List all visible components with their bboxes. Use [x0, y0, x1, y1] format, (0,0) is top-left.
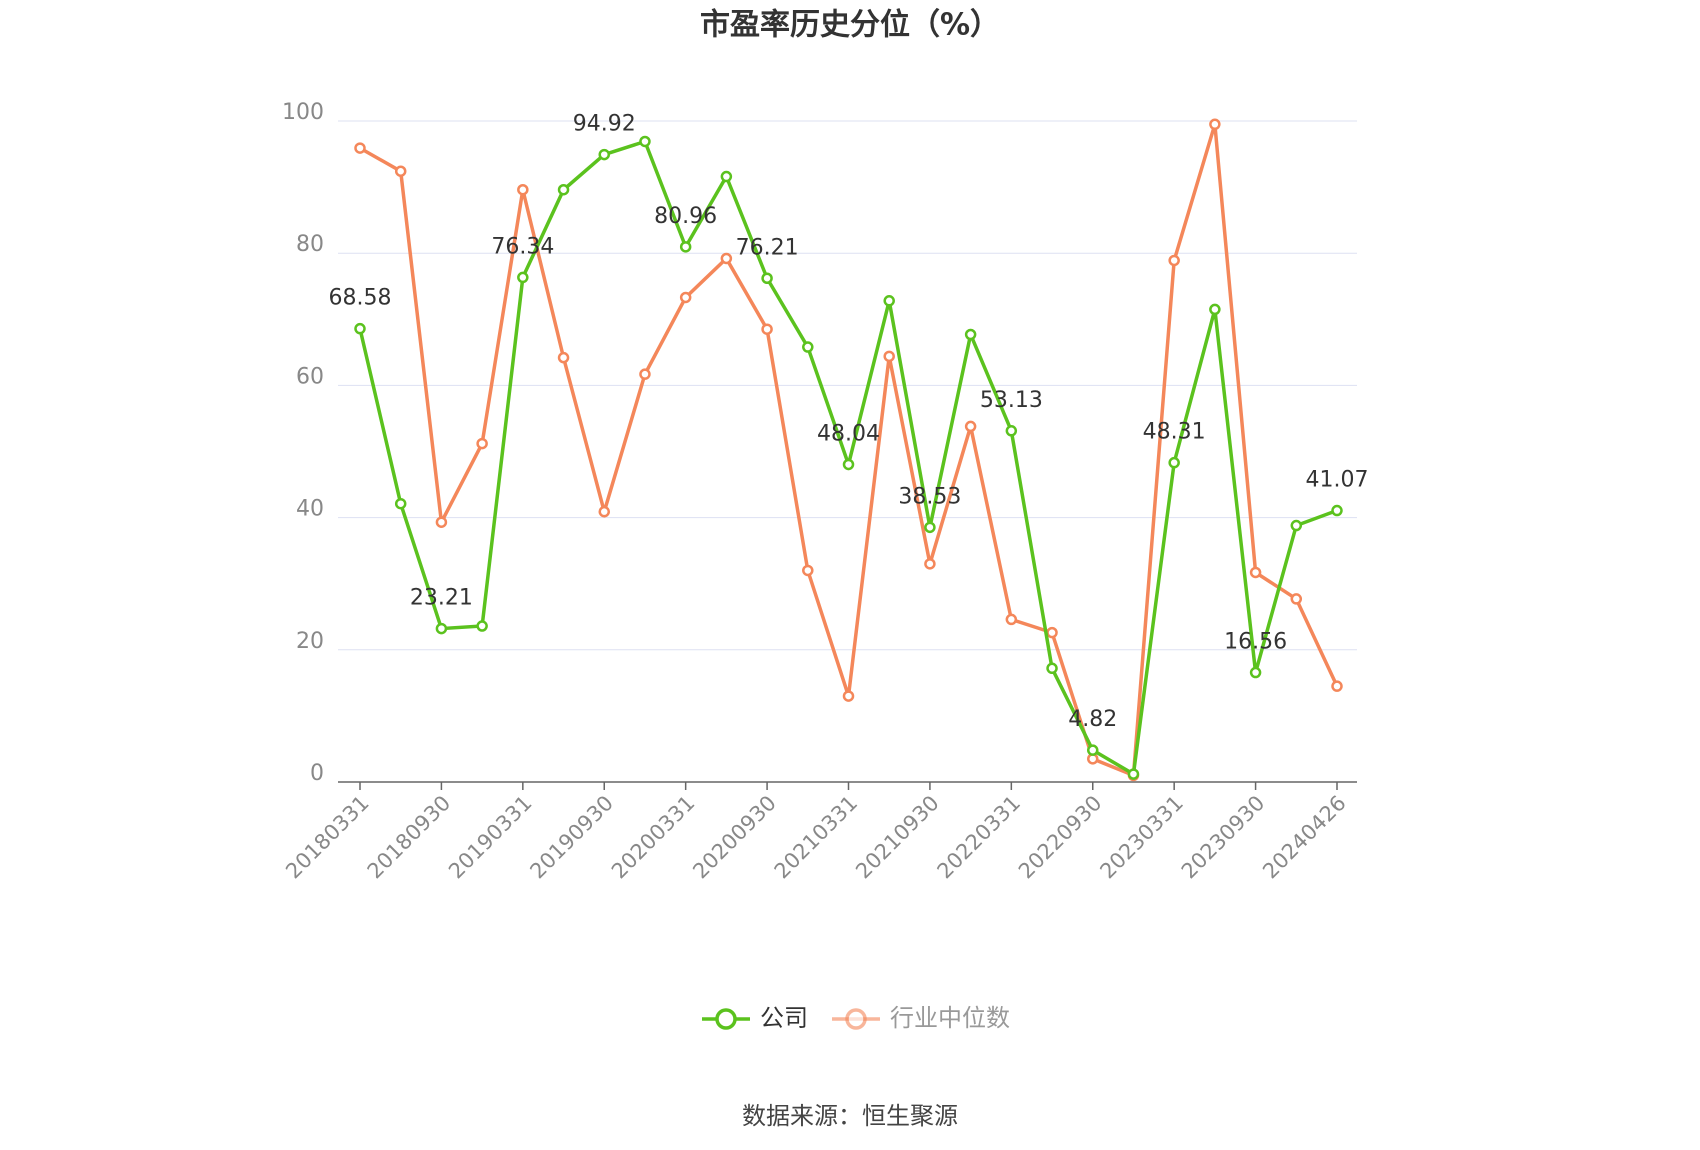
legend-marker: [715, 1008, 737, 1030]
x-tick-label: 20190331: [444, 791, 537, 884]
data-point: [802, 341, 814, 353]
data-point: [598, 148, 610, 161]
data-point: [1209, 118, 1221, 131]
data-point: [1290, 593, 1303, 605]
y-tick-label: 20: [296, 629, 324, 654]
data-label: 80.96: [654, 204, 717, 229]
data-label: 41.07: [1306, 468, 1369, 493]
data-label: 48.31: [1143, 420, 1206, 445]
x-tick-label: 20200930: [688, 791, 781, 884]
data-point: [924, 558, 936, 570]
data-point: [720, 170, 733, 183]
data-point: [354, 322, 366, 335]
data-label: 76.21: [736, 235, 799, 260]
data-label: 16.56: [1224, 630, 1287, 655]
data-label: 48.04: [817, 421, 880, 446]
data-point: [1087, 744, 1099, 756]
data-point: [1046, 662, 1058, 675]
legend-label: 行业中位数: [890, 1004, 1010, 1032]
data-point: [761, 272, 773, 285]
data-point: [1005, 425, 1018, 437]
data-label: 38.53: [898, 484, 961, 509]
data-point: [1331, 680, 1343, 692]
data-point: [1046, 626, 1058, 639]
data-point: [476, 620, 488, 632]
data-point: [476, 437, 488, 450]
data-point: [517, 183, 529, 196]
data-point: [598, 505, 610, 518]
data-point: [1127, 768, 1140, 780]
data-point: [924, 521, 936, 534]
data-point: [394, 497, 407, 510]
data-point: [1209, 303, 1221, 316]
data-label: 68.58: [329, 286, 392, 311]
data-point: [1005, 613, 1018, 626]
y-tick-label: 60: [296, 364, 324, 389]
data-label: 76.34: [491, 234, 554, 259]
data-label: 53.13: [980, 388, 1043, 413]
data-point: [964, 328, 977, 341]
data-point: [435, 622, 448, 635]
data-point: [883, 295, 895, 307]
x-tick-label: 20200331: [607, 791, 700, 884]
data-label: 4.82: [1068, 707, 1117, 732]
data-point: [802, 564, 814, 577]
x-tick-label: 20180930: [363, 791, 456, 884]
source-note: 数据来源：恒生聚源: [742, 1102, 958, 1130]
series-line: [359, 123, 1339, 778]
data-point: [964, 420, 977, 433]
data-point: [557, 351, 570, 364]
chart-title: 市盈率历史分位（%）: [700, 8, 1000, 43]
x-tick-label: 20230331: [1095, 791, 1188, 884]
data-point: [517, 271, 529, 284]
data-point: [639, 135, 651, 148]
data-label: 23.21: [410, 586, 473, 611]
legend-label: 公司: [760, 1004, 808, 1032]
data-label: 94.92: [573, 112, 636, 137]
x-tick-label: 20210930: [851, 791, 944, 884]
y-tick-label: 80: [296, 232, 324, 257]
data-point: [394, 165, 407, 177]
x-tick-label: 20220930: [1014, 791, 1107, 884]
data-point: [842, 690, 855, 702]
data-point: [1331, 504, 1343, 517]
y-tick-label: 0: [310, 761, 324, 786]
data-point: [679, 241, 692, 253]
x-tick-label: 20240426: [1258, 791, 1351, 884]
data-point: [435, 516, 448, 528]
data-point: [842, 458, 855, 471]
data-point: [720, 252, 733, 265]
data-point: [1249, 566, 1262, 579]
data-point: [883, 350, 895, 363]
legend-marker: [845, 1008, 867, 1030]
x-tick-label: 20210331: [770, 791, 863, 884]
x-tick-label: 20180331: [281, 791, 374, 884]
data-point: [761, 323, 773, 335]
data-point: [1249, 666, 1262, 679]
x-tick-label: 20220331: [933, 791, 1026, 884]
x-tick-label: 20230930: [1177, 791, 1270, 884]
data-point: [1290, 519, 1303, 532]
y-tick-label: 40: [296, 497, 324, 522]
data-point: [1168, 456, 1180, 469]
data-point: [639, 368, 651, 380]
data-point: [557, 183, 570, 196]
data-point: [679, 291, 692, 304]
data-point: [354, 142, 366, 154]
y-tick-label: 100: [282, 100, 324, 125]
data-point: [1168, 254, 1180, 267]
x-tick-label: 20190930: [525, 791, 618, 884]
